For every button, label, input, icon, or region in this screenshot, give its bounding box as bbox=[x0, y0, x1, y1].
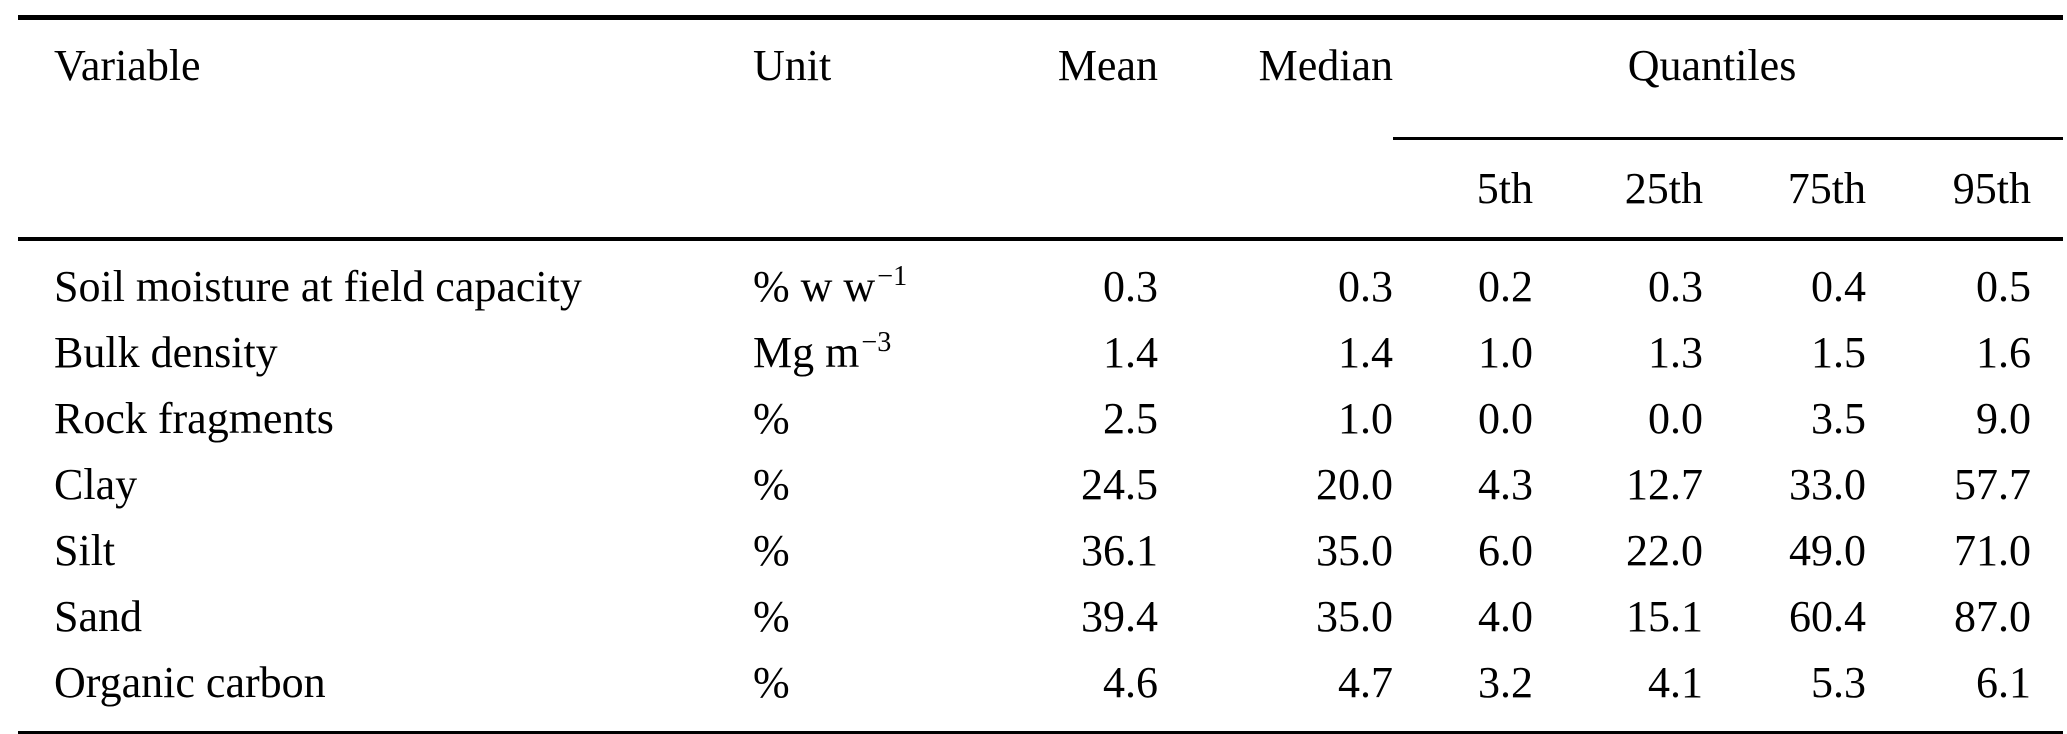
table-row-silt: Silt % 36.1 35.0 6.0 22.0 49.0 71.0 bbox=[18, 517, 2063, 583]
quantile-95th-cell: 87.0 bbox=[1954, 591, 2032, 641]
column-header-mean: Mean bbox=[988, 17, 1158, 241]
column-group-header-quantiles: Quantiles bbox=[1393, 17, 2064, 140]
quantile-95th-cell: 0.5 bbox=[1976, 261, 2032, 311]
unit-cell: % w w−1 bbox=[753, 239, 988, 319]
quantile-95th-cell: 9.0 bbox=[1976, 393, 2032, 443]
column-header-unit: Unit bbox=[753, 17, 988, 241]
variable-cell: Rock fragments bbox=[18, 385, 753, 451]
variable-cell: Organic carbon bbox=[18, 649, 753, 734]
quantile-5th-cell: 6.0 bbox=[1478, 525, 1533, 575]
column-header-quantile-5th: 5th bbox=[1393, 138, 1533, 241]
median-cell: 1.4 bbox=[1338, 327, 1393, 377]
mean-cell: 4.6 bbox=[1103, 657, 1158, 707]
median-cell: 35.0 bbox=[1316, 525, 1393, 575]
unit-text: % bbox=[753, 393, 790, 443]
quantile-95th-cell: 57.7 bbox=[1954, 459, 2032, 509]
variable-cell: Clay bbox=[18, 451, 753, 517]
quantile-75th-cell: 3.5 bbox=[1811, 393, 1866, 443]
quantile-25th-cell: 1.3 bbox=[1648, 327, 1703, 377]
quantile-25th-cell: 12.7 bbox=[1626, 459, 1703, 509]
quantile-95th-cell: 6.1 bbox=[1976, 657, 2032, 707]
column-header-quantile-95th: 95th bbox=[1866, 138, 2064, 241]
quantile-75th-cell: 33.0 bbox=[1789, 459, 1866, 509]
unit-cell: Mg m−3 bbox=[753, 319, 988, 385]
quantile-5th-cell: 3.2 bbox=[1478, 657, 1533, 707]
median-cell: 0.3 bbox=[1338, 261, 1393, 311]
table-body: Soil moisture at field capacity % w w−1 … bbox=[18, 239, 2063, 734]
table-row-rock-fragments: Rock fragments % 2.5 1.0 0.0 0.0 3.5 9.0 bbox=[18, 385, 2063, 451]
mean-cell: 1.4 bbox=[1103, 327, 1158, 377]
quantile-95th-cell: 1.6 bbox=[1976, 327, 2032, 377]
variable-label: Organic carbon bbox=[54, 657, 326, 707]
unit-text: Mg m bbox=[753, 327, 860, 377]
soil-statistics-table: Variable Unit Mean Median Quantiles 5th … bbox=[18, 15, 2064, 734]
quantile-75th-cell: 5.3 bbox=[1811, 657, 1866, 707]
quantile-5th-cell: 0.0 bbox=[1478, 393, 1533, 443]
mean-cell: 24.5 bbox=[1081, 459, 1158, 509]
quantile-25th-cell: 4.1 bbox=[1648, 657, 1703, 707]
variable-label: Silt bbox=[54, 525, 116, 575]
quantile-5th-cell: 1.0 bbox=[1478, 327, 1533, 377]
quantile-25th-cell: 22.0 bbox=[1626, 525, 1703, 575]
variable-label: Bulk density bbox=[54, 327, 278, 377]
unit-exponent: −3 bbox=[861, 326, 892, 358]
table-row-sand: Sand % 39.4 35.0 4.0 15.1 60.4 87.0 bbox=[18, 583, 2063, 649]
quantile-25th-cell: 15.1 bbox=[1626, 591, 1703, 641]
median-cell: 1.0 bbox=[1338, 393, 1393, 443]
median-cell: 35.0 bbox=[1316, 591, 1393, 641]
header-row-top: Variable Unit Mean Median Quantiles bbox=[18, 17, 2064, 241]
mean-cell: 36.1 bbox=[1081, 525, 1158, 575]
unit-text: % bbox=[753, 525, 790, 575]
quantile-75th-cell: 1.5 bbox=[1811, 327, 1866, 377]
mean-cell: 0.3 bbox=[1103, 261, 1158, 311]
column-header-median: Median bbox=[1158, 17, 1393, 241]
variable-label: Rock fragments bbox=[54, 393, 334, 443]
quantile-75th-cell: 60.4 bbox=[1789, 591, 1866, 641]
quantile-95th-cell: 71.0 bbox=[1954, 525, 2032, 575]
variable-label: Sand bbox=[54, 591, 142, 641]
median-cell: 20.0 bbox=[1316, 459, 1393, 509]
unit-text: % bbox=[753, 459, 790, 509]
unit-cell: % bbox=[753, 583, 988, 649]
column-header-quantile-75th: 75th bbox=[1703, 138, 1866, 241]
variable-label: Clay bbox=[54, 459, 138, 509]
variable-cell: Sand bbox=[18, 583, 753, 649]
unit-cell: % bbox=[753, 385, 988, 451]
variable-cell: Bulk density bbox=[18, 319, 753, 385]
variable-label: Soil moisture at field capacity bbox=[54, 261, 582, 311]
unit-text: % bbox=[753, 591, 790, 641]
variable-cell: Soil moisture at field capacity bbox=[18, 239, 753, 319]
mean-cell: 2.5 bbox=[1103, 393, 1158, 443]
unit-cell: % bbox=[753, 451, 988, 517]
quantile-5th-cell: 4.3 bbox=[1478, 459, 1533, 509]
quantile-25th-cell: 0.3 bbox=[1648, 261, 1703, 311]
variable-cell: Silt bbox=[18, 517, 753, 583]
unit-text: % w w bbox=[753, 261, 876, 311]
unit-cell: % bbox=[753, 517, 988, 583]
quantile-5th-cell: 0.2 bbox=[1478, 261, 1533, 311]
unit-text: % bbox=[753, 657, 790, 707]
mean-cell: 39.4 bbox=[1081, 591, 1158, 641]
header-row-quantile-levels: 5th 25th 75th 95th bbox=[18, 138, 2064, 241]
table-header: Variable Unit Mean Median Quantiles 5th … bbox=[18, 17, 2064, 241]
unit-exponent: −1 bbox=[877, 260, 908, 292]
column-header-variable: Variable bbox=[18, 17, 753, 241]
unit-cell: % bbox=[753, 649, 988, 734]
column-header-quantile-25th: 25th bbox=[1533, 138, 1703, 241]
table-row-clay: Clay % 24.5 20.0 4.3 12.7 33.0 57.7 bbox=[18, 451, 2063, 517]
table-row-soil-moisture: Soil moisture at field capacity % w w−1 … bbox=[18, 239, 2063, 319]
quantile-5th-cell: 4.0 bbox=[1478, 591, 1533, 641]
table-row-bulk-density: Bulk density Mg m−3 1.4 1.4 1.0 1.3 1.5 … bbox=[18, 319, 2063, 385]
quantile-25th-cell: 0.0 bbox=[1648, 393, 1703, 443]
median-cell: 4.7 bbox=[1338, 657, 1393, 707]
table-row-organic-carbon: Organic carbon % 4.6 4.7 3.2 4.1 5.3 6.1 bbox=[18, 649, 2063, 734]
quantile-75th-cell: 0.4 bbox=[1811, 261, 1866, 311]
quantile-75th-cell: 49.0 bbox=[1789, 525, 1866, 575]
